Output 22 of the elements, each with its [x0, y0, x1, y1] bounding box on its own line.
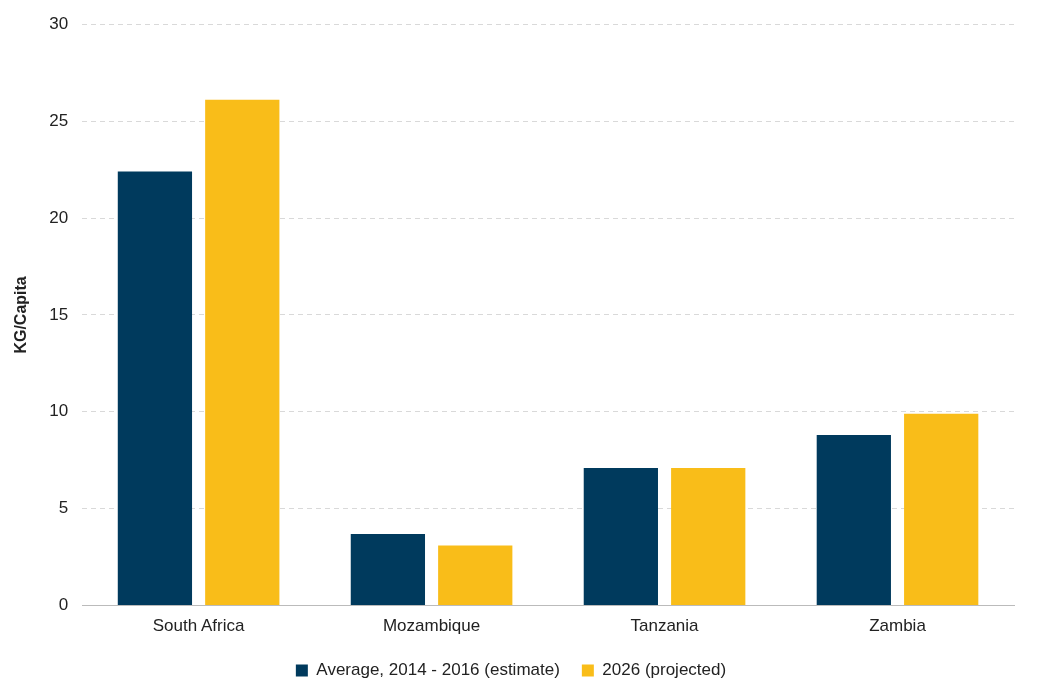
x-tick-label: Tanzania [630, 616, 700, 636]
y-tick-label: 20 [49, 207, 69, 227]
x-tick-label: Zambia [869, 616, 927, 636]
bar [583, 468, 658, 606]
bar [438, 545, 513, 606]
x-tick-label: South Africa [152, 616, 245, 636]
y-tick-label: 30 [49, 13, 69, 33]
y-tick-label: 5 [58, 498, 69, 518]
y-tick-label: 15 [49, 304, 69, 324]
y-tick-label: 25 [49, 110, 69, 130]
bar [816, 435, 891, 606]
bar [350, 533, 426, 606]
bar [671, 468, 746, 606]
legend-label: Average, 2014 - 2016 (estimate) [316, 660, 560, 680]
bar [205, 99, 280, 606]
legend-label: 2026 (projected) [602, 660, 727, 680]
bar [117, 171, 193, 606]
x-tick-label: Mozambique [382, 616, 481, 636]
bar [904, 413, 979, 606]
y-tick-label: 10 [49, 401, 69, 421]
y-tick-label: 0 [58, 595, 69, 615]
y-axis-title: KG/Capita [12, 276, 30, 354]
